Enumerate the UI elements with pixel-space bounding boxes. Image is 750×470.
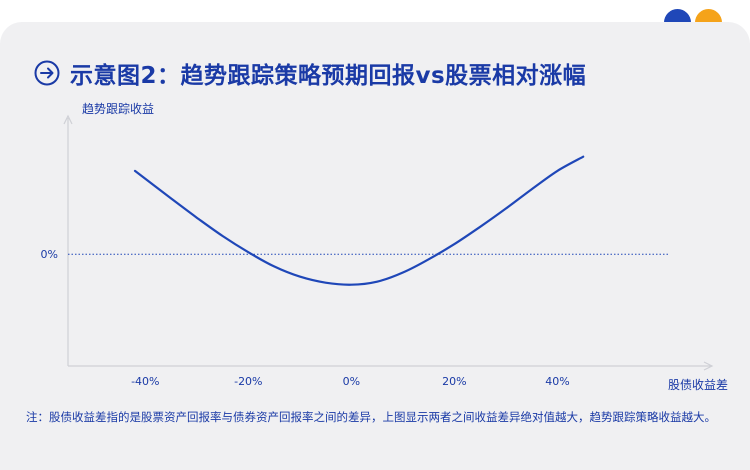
chart-card bbox=[0, 22, 750, 470]
x-axis-label: 股债收益差 bbox=[668, 378, 728, 392]
footnote: 注：股债收益差指的是股票资产回报率与债券资产回报率之间的差异，上图显示两者之间收… bbox=[26, 410, 716, 424]
x-tick-label: 20% bbox=[442, 375, 466, 388]
y-tick-label: 0% bbox=[41, 248, 58, 261]
x-tick-label: 40% bbox=[545, 375, 569, 388]
y-axis-arrow bbox=[63, 114, 73, 125]
page-title: 示意图2：趋势跟踪策略预期回报vs股票相对涨幅 bbox=[70, 63, 587, 89]
x-tick-label: -20% bbox=[234, 375, 262, 388]
series-line bbox=[133, 155, 585, 286]
title-row: 示意图2：趋势跟踪策略预期回报vs股票相对涨幅 bbox=[34, 56, 586, 90]
y-axis-label: 趋势跟踪收益 bbox=[82, 102, 154, 116]
x-axis-arrow bbox=[703, 361, 714, 371]
x-tick-label: -40% bbox=[131, 375, 159, 388]
arrow-circle-right-icon bbox=[34, 60, 60, 86]
x-tick-label: 0% bbox=[343, 375, 360, 388]
